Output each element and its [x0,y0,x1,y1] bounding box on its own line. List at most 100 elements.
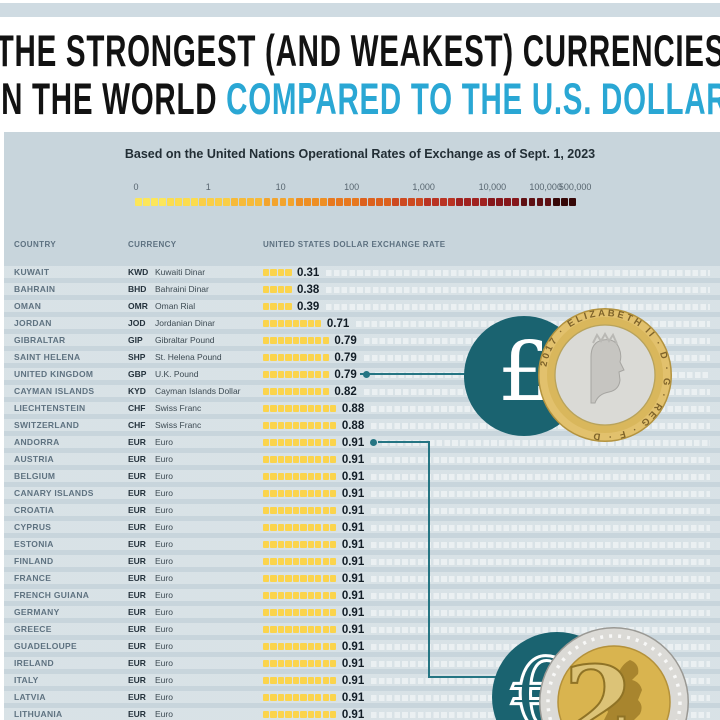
rate-value: 0.91 [341,470,365,483]
rate-bar [263,354,330,361]
rate-bar [263,575,338,582]
bar-square [263,660,270,667]
bar-square [307,711,314,718]
legend-square [440,198,448,206]
bar-square [292,626,300,633]
bar-square [277,558,285,565]
rate-bar [263,609,338,616]
bar-track [371,473,710,480]
bar-square [322,592,329,599]
bar-square [292,558,300,565]
bar-square [307,422,314,429]
header-country: COUNTRY [14,240,57,249]
country-label: BAHRAIN [14,284,56,294]
currency-name: Euro [155,607,173,617]
bar-square [307,626,314,633]
legend-square [343,198,351,206]
bar-square [285,609,292,616]
bar-square [285,422,292,429]
country-label: FRENCH GUIANA [14,590,90,600]
bar-track [371,490,710,497]
bar-square [307,677,314,684]
bar-square [263,456,270,463]
rate-cell: 0.91 [263,570,710,587]
bar-square [270,711,277,718]
country-label: AUSTRIA [14,454,54,464]
table-row: FRENCH GUIANA EUR Euro 0.91 [0,587,720,604]
country-label: GIBRALTAR [14,335,66,345]
legend-tick-labels: 0 1 10 100 1,000 10,000 100,000 500,000 [133,182,591,195]
bar-square [322,711,329,718]
bar-square [277,303,285,310]
bar-square [277,575,285,582]
rate-bar [263,558,338,565]
bar-square [322,541,329,548]
bar-square [300,643,307,650]
bar-square [277,439,285,446]
legend-square [255,198,263,206]
bar-square [322,422,329,429]
bar-square [330,507,337,514]
bar-square [307,456,314,463]
left-white-strip [0,132,4,720]
rate-value: 0.91 [341,538,365,551]
country-label: CAYMAN ISLANDS [14,386,95,396]
bar-square [322,677,329,684]
bar-square [300,575,307,582]
country-label: CANARY ISLANDS [14,488,94,498]
bar-square [263,643,270,650]
bar-square [300,592,307,599]
rate-cell: 0.91 [263,621,710,638]
table-header-row: COUNTRY CURRENCY UNITED STATES DOLLAR EX… [0,240,720,252]
bar-square [300,660,307,667]
rate-cell: 0.91 [263,434,710,451]
rate-value: 0.91 [341,521,365,534]
country-label: JORDAN [14,318,52,328]
bar-square [330,694,337,701]
bar-square [322,490,329,497]
country-label: UNITED KINGDOM [14,369,94,379]
bar-square [315,711,322,718]
currency-name: Cayman Islands Dollar [155,386,241,396]
bar-square [300,473,307,480]
bar-square [322,473,329,480]
rate-bar [263,286,293,293]
legend-square [375,198,383,206]
bar-square [277,269,285,276]
currency-code: GIP [128,335,143,345]
legend-tick-label: 100,000 [529,182,562,192]
bar-square [263,337,270,344]
currency-name: U.K. Pound [155,369,199,379]
legend-square [199,198,207,206]
rate-value: 0.71 [326,317,350,330]
legend-tick-label: 10,000 [478,182,507,192]
legend-square [408,198,415,206]
bar-square [315,490,322,497]
bar-square [270,405,277,412]
bar-square [270,303,277,310]
bar-square [307,439,314,446]
currency-code: GBP [128,369,147,379]
rate-cell: 0.91 [263,468,710,485]
currency-code: EUR [128,573,146,583]
country-label: GERMANY [14,607,60,617]
legend-tick-label: 10 [275,182,286,192]
bar-square [322,439,329,446]
country-label: GREECE [14,624,52,634]
bar-square [285,354,292,361]
bar-square [300,354,307,361]
rate-bar [263,422,338,429]
subtitle: Based on the United Nations Operational … [124,147,596,161]
bar-square [300,524,307,531]
legend-square [271,198,279,206]
table-row: ESTONIA EUR Euro 0.91 [0,536,720,553]
bar-square [270,592,277,599]
bar-square [270,626,277,633]
legend-square [512,198,520,206]
bar-square [315,337,322,344]
rate-value: 0.91 [341,487,365,500]
rate-value: 0.91 [341,691,365,704]
legend-tick-label: 100 [344,182,360,192]
rate-bar [263,337,330,344]
rate-value: 0.91 [341,436,365,449]
